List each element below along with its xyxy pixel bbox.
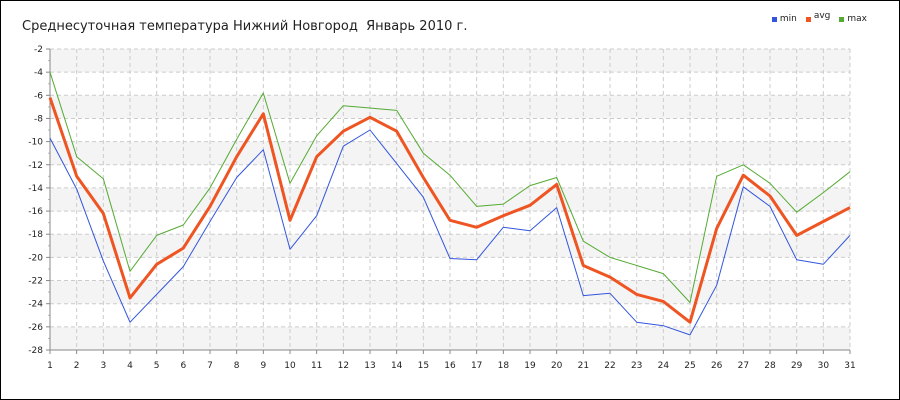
- y-tick-label: -8: [34, 114, 43, 124]
- y-tick-label: -6: [34, 91, 43, 101]
- x-tick-label: 31: [844, 361, 855, 371]
- y-tick-label: -2: [34, 45, 43, 55]
- legend-label-min: min: [779, 14, 797, 24]
- x-tick-label: 21: [578, 361, 589, 371]
- y-tick-label: -18: [28, 230, 43, 240]
- legend-swatch-avg: [805, 16, 811, 22]
- x-tick-label: 6: [180, 361, 186, 371]
- x-tick-label: 2: [74, 361, 80, 371]
- x-tick-label: 24: [658, 361, 670, 371]
- plot-band: [50, 141, 850, 165]
- x-tick-label: 18: [498, 361, 510, 371]
- legend-item-max: max: [839, 14, 867, 24]
- legend-item-avg: avg: [805, 11, 831, 24]
- x-tick-label: 17: [471, 361, 482, 371]
- legend-swatch-max: [839, 16, 845, 22]
- x-tick-label: 16: [444, 361, 456, 371]
- plot-band: [50, 280, 850, 304]
- chart-title: Среднесуточная температура Нижний Новгор…: [22, 19, 468, 34]
- x-tick-label: 19: [524, 361, 536, 371]
- series-line-min: [49, 129, 851, 336]
- x-tick-label: 5: [154, 361, 160, 371]
- x-tick-label: 26: [711, 361, 723, 371]
- y-tick-label: -12: [28, 161, 43, 171]
- x-tick-label: 29: [791, 361, 803, 371]
- y-tick-label: -24: [28, 300, 43, 310]
- plot-band: [50, 49, 850, 73]
- legend-label-avg: avg: [813, 11, 831, 21]
- x-tick-label: 22: [604, 361, 615, 371]
- y-tick-label: -22: [28, 277, 43, 287]
- x-tick-label: 8: [234, 361, 240, 371]
- x-tick-label: 30: [818, 361, 830, 371]
- y-tick-label: -16: [28, 207, 43, 217]
- legend-label-max: max: [847, 14, 867, 24]
- y-tick-label: -20: [28, 253, 43, 263]
- x-tick-label: 11: [311, 361, 322, 371]
- x-tick-label: 9: [260, 361, 266, 371]
- chart-legend: min avg max: [771, 11, 867, 24]
- y-tick-label: -10: [28, 138, 43, 148]
- x-tick-label: 12: [338, 361, 349, 371]
- series-line-max: [49, 72, 851, 303]
- x-tick-label: 3: [100, 361, 106, 371]
- x-tick-label: 4: [127, 361, 133, 371]
- series-line-avg: [48, 97, 851, 324]
- x-tick-label: 20: [551, 361, 563, 371]
- y-tick-label: -28: [28, 346, 43, 356]
- y-tick-label: -14: [28, 184, 43, 194]
- x-tick-label: 23: [631, 361, 642, 371]
- y-tick-label: -4: [34, 68, 43, 78]
- legend-item-min: min: [771, 14, 797, 24]
- legend-swatch-min: [771, 16, 777, 22]
- x-tick-label: 25: [684, 361, 695, 371]
- x-tick-label: 15: [418, 361, 429, 371]
- x-tick-label: 10: [284, 361, 296, 371]
- x-tick-label: 14: [391, 361, 403, 371]
- x-tick-label: 7: [207, 361, 213, 371]
- x-tick-label: 1: [47, 361, 53, 371]
- y-tick-label: -26: [28, 323, 43, 333]
- x-tick-label: 28: [764, 361, 776, 371]
- x-tick-label: 13: [364, 361, 375, 371]
- x-tick-label: 27: [738, 361, 749, 371]
